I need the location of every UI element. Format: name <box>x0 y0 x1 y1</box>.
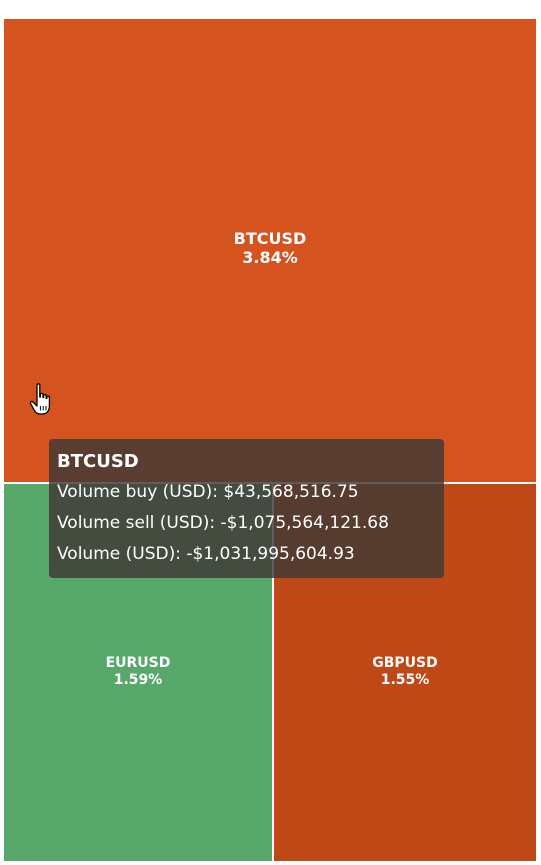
tooltip-title: BTCUSD <box>57 451 139 472</box>
tooltip-value: -$1,031,995,604.93 <box>186 544 355 564</box>
tooltip-row-volume-sell: Volume sell (USD): -$1,075,564,121.68 <box>57 512 436 534</box>
tooltip-value: $43,568,516.75 <box>223 482 359 502</box>
tooltip-label: Volume sell (USD): <box>57 513 216 533</box>
tooltip-row-volume-buy: Volume buy (USD): $43,568,516.75 <box>57 481 436 503</box>
tooltip-value: -$1,075,564,121.68 <box>220 513 389 533</box>
tooltip-label: Volume (USD): <box>57 544 181 564</box>
tile-change-label: 1.59% <box>113 672 163 688</box>
treemap-tile-btcusd[interactable]: BTCUSD 3.84% <box>4 19 536 482</box>
tooltip-label: Volume buy (USD): <box>57 482 218 502</box>
tile-symbol-label: GBPUSD <box>372 655 438 671</box>
tile-change-label: 3.84% <box>242 248 298 267</box>
tile-symbol-label: EURUSD <box>105 655 171 671</box>
tile-change-label: 1.55% <box>380 672 430 688</box>
pointer-hand-icon <box>29 383 51 415</box>
tile-symbol-label: BTCUSD <box>233 229 307 248</box>
tooltip: BTCUSD Volume buy (USD): $43,568,516.75 … <box>49 439 444 578</box>
tooltip-row-volume: Volume (USD): -$1,031,995,604.93 <box>57 543 436 565</box>
